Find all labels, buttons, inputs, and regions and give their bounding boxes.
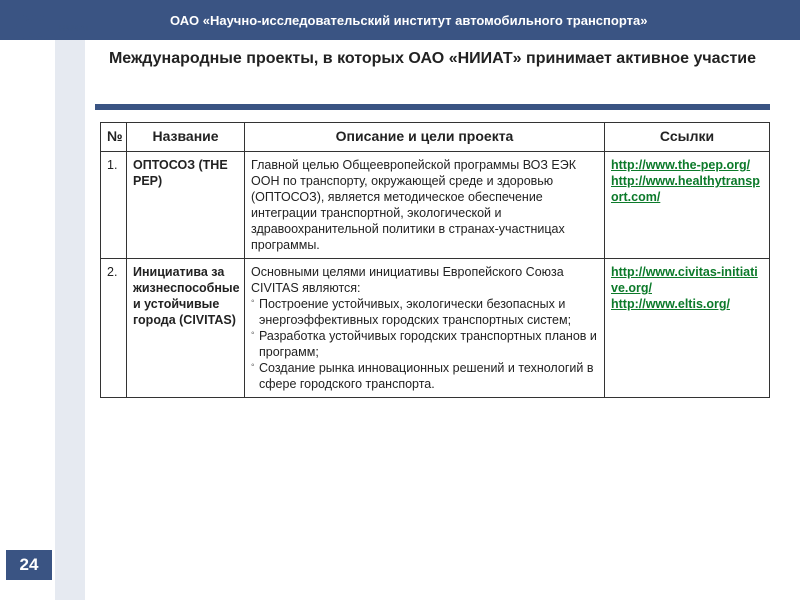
cell-num: 1. — [101, 151, 127, 258]
bullet-item: Разработка устойчивых городских транспор… — [251, 328, 598, 360]
content-area: № Название Описание и цели проекта Ссылк… — [100, 122, 770, 590]
project-link[interactable]: http://www.the-pep.org/ — [611, 158, 750, 172]
col-header-desc: Описание и цели проекта — [245, 123, 605, 152]
side-strip — [55, 40, 85, 600]
projects-table: № Название Описание и цели проекта Ссылк… — [100, 122, 770, 398]
page-number: 24 — [6, 550, 52, 580]
bullet-item: Создание рынка инновационных решений и т… — [251, 360, 598, 392]
cell-links: http://www.the-pep.org/ http://www.healt… — [605, 151, 770, 258]
cell-name: Инициатива за жизнеспособные и устойчивы… — [127, 258, 245, 397]
org-name: ОАО «Научно-исследовательский институт а… — [170, 13, 647, 28]
col-header-num: № — [101, 123, 127, 152]
col-header-links: Ссылки — [605, 123, 770, 152]
page-title: Международные проекты, в которых ОАО «НИ… — [95, 48, 770, 70]
col-header-name: Название — [127, 123, 245, 152]
title-block: Международные проекты, в которых ОАО «НИ… — [95, 48, 770, 70]
project-link[interactable]: http://www.civitas-initiative.org/ — [611, 265, 758, 295]
project-link[interactable]: http://www.healthytransport.com/ — [611, 174, 760, 204]
cell-num: 2. — [101, 258, 127, 397]
title-underline — [95, 104, 770, 110]
project-link[interactable]: http://www.eltis.org/ — [611, 297, 730, 311]
table-row: 1. ОПТОСОЗ (THE PEP) Главной целью Общее… — [101, 151, 770, 258]
table-header-row: № Название Описание и цели проекта Ссылк… — [101, 123, 770, 152]
desc-lead: Основными целями инициативы Европейского… — [251, 265, 564, 295]
cell-links: http://www.civitas-initiative.org/ http:… — [605, 258, 770, 397]
top-bar: ОАО «Научно-исследовательский институт а… — [0, 0, 800, 40]
svg-text:НИИАТ: НИИАТ — [59, 23, 90, 33]
cell-desc: Главной целью Общеевропейской программы … — [245, 151, 605, 258]
slide-page: ОАО «Научно-исследовательский институт а… — [0, 0, 800, 600]
desc-bullets: Построение устойчивых, экологически безо… — [251, 296, 598, 392]
cell-name: ОПТОСОЗ (THE PEP) — [127, 151, 245, 258]
cell-desc: Основными целями инициативы Европейского… — [245, 258, 605, 397]
side-column: 24 — [0, 40, 95, 600]
table-row: 2. Инициатива за жизнеспособные и устойч… — [101, 258, 770, 397]
bullet-item: Построение устойчивых, экологически безо… — [251, 296, 598, 328]
